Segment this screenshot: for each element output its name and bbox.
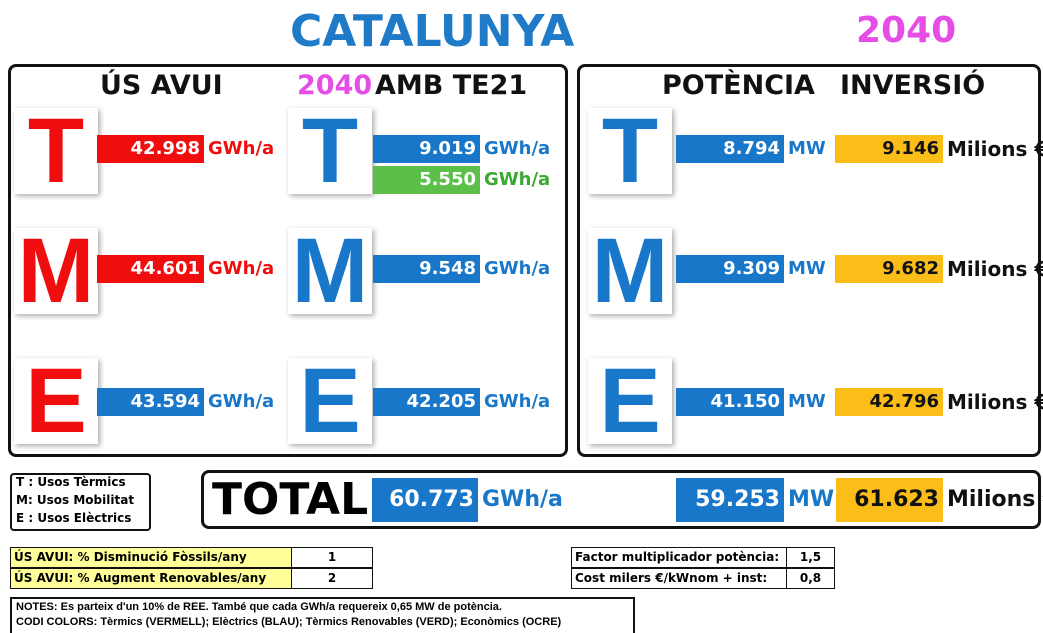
unit: GWh/a (208, 258, 275, 279)
header: ÚS AVUI (100, 70, 223, 101)
value-bar: 9.682 (835, 255, 943, 283)
value-bar: 5.550 (373, 166, 480, 194)
letter-tile: M (588, 225, 672, 317)
unit: MW (788, 391, 826, 412)
unit: Milions € (947, 390, 1043, 414)
letter-tile: M (14, 225, 98, 317)
unit: Milions € (947, 257, 1043, 281)
param-value: 0,8 (786, 568, 835, 589)
letter-tile: E (588, 355, 672, 447)
value-bar: 9.019 (373, 135, 480, 163)
title: CATALUNYA (290, 6, 575, 57)
value-bar: 42.796 (835, 388, 943, 416)
left-panel (8, 64, 568, 457)
value-bar: 60.773 (372, 478, 478, 522)
param-label: Cost milers €/kWnom + inst: (571, 568, 787, 589)
value-bar: 8.794 (676, 135, 784, 163)
legend-item: M: Usos Mobilitat (16, 493, 135, 507)
unit: MW (788, 258, 826, 279)
value-bar: 9.309 (676, 255, 784, 283)
total-box (201, 470, 1041, 529)
param-value: 2 (291, 568, 373, 589)
note: CODI COLORS: Tèrmics (VERMELL); Elèctric… (16, 616, 562, 628)
unit: MW (788, 487, 835, 512)
value-bar: 42.998 (97, 135, 204, 163)
value-bar: 42.205 (373, 388, 480, 416)
unit: GWh/a (484, 169, 551, 190)
param-label: ÚS AVUI: % Disminució Fòssils/any (10, 547, 292, 568)
value-bar: 43.594 (97, 388, 204, 416)
param-label: Factor multiplicador potència: (571, 547, 787, 568)
value-bar: 61.623 (836, 478, 943, 522)
note: NOTES: Es parteix d'un 10% de REE. També… (16, 601, 502, 613)
unit: Milions € (947, 137, 1043, 161)
right-panel (577, 64, 1041, 457)
unit: GWh/a (482, 487, 563, 512)
unit: Milions € (947, 487, 1043, 512)
unit: GWh/a (484, 138, 551, 159)
unit: MW (788, 138, 826, 159)
param-label: ÚS AVUI: % Augment Renovables/any (10, 568, 292, 589)
header: AMB TE21 (375, 70, 528, 101)
letter-tile: E (14, 355, 98, 447)
header: POTÈNCIA (662, 70, 815, 101)
param-value: 1,5 (786, 547, 835, 568)
notes-box (10, 597, 635, 633)
letter-tile: M (288, 225, 372, 317)
param-value: 1 (291, 547, 373, 568)
value-bar: 59.253 (676, 478, 784, 522)
unit: GWh/a (208, 138, 275, 159)
letter-tile: T (14, 105, 98, 197)
value-bar: 41.150 (676, 388, 784, 416)
unit: GWh/a (484, 391, 551, 412)
unit: GWh/a (484, 258, 551, 279)
letter-tile: T (588, 105, 672, 197)
letter-tile: E (288, 355, 372, 447)
header: INVERSIÓ (840, 70, 986, 101)
total-label: TOTAL (212, 474, 369, 525)
header: 2040 (297, 70, 373, 101)
value-bar: 9.548 (373, 255, 480, 283)
legend-item: T : Usos Tèrmics (16, 475, 126, 489)
value-bar: 44.601 (97, 255, 204, 283)
legend-box (10, 473, 151, 531)
year: 2040 (856, 10, 957, 51)
legend-item: E : Usos Elèctrics (16, 511, 132, 525)
letter-tile: T (288, 105, 372, 197)
value-bar: 9.146 (835, 135, 943, 163)
unit: GWh/a (208, 391, 275, 412)
